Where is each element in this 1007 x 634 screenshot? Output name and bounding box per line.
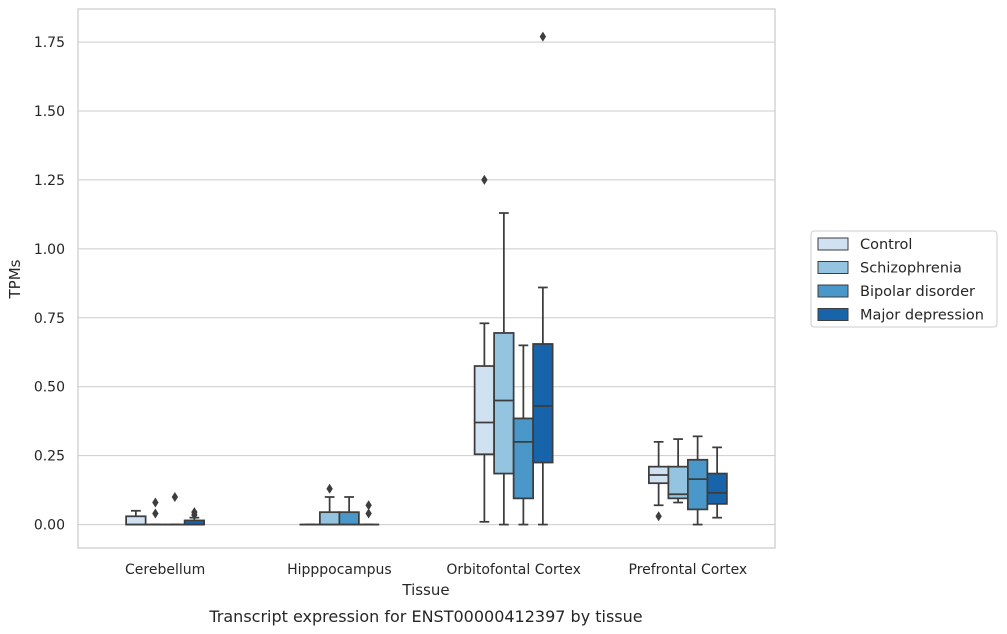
box-body (493, 332, 515, 475)
outlier-point (326, 483, 333, 494)
outlier-point (539, 31, 547, 42)
box-body (319, 511, 341, 526)
outlier-point (655, 511, 662, 522)
box-control (648, 440, 670, 522)
figure-caption: Transcript expression for ENST0000041239… (208, 607, 642, 626)
box-body (125, 515, 147, 526)
box-body (687, 458, 709, 511)
legend-label: Major depression (860, 308, 984, 324)
box-schizophrenia (319, 483, 341, 526)
box-major-depression (183, 507, 205, 526)
box-major-depression (532, 31, 554, 526)
box-body (512, 417, 534, 500)
legend-swatch (817, 237, 849, 251)
x-tick-label: Hipppocampus (287, 562, 392, 578)
x-tick-labels: Cerebellum Hipppocampus Orbitofontal Corte… (125, 562, 747, 578)
legend-label: Control (860, 237, 912, 253)
plot-area (125, 31, 728, 526)
outlier-point (365, 500, 372, 511)
box-body (532, 343, 554, 464)
x-tick-label: Cerebellum (125, 562, 205, 578)
legend-label: Bipolar disorder (860, 284, 975, 300)
box-control (125, 509, 147, 526)
y-tick-label: 1.00 (34, 242, 65, 258)
legend-label: Schizophrenia (860, 261, 962, 277)
y-tick-label: 0.00 (34, 518, 65, 534)
box-bipolar-disorder (512, 344, 534, 526)
y-tick-label: 0.50 (34, 380, 65, 396)
outlier-point (152, 497, 159, 508)
box-bipolar-disorder (164, 491, 186, 526)
box-major-depression (706, 446, 728, 519)
axes-frame (77, 8, 776, 549)
legend-swatch (817, 308, 849, 321)
outlier-point (481, 174, 488, 185)
legend-swatch (817, 284, 849, 298)
y-tick-label: 0.75 (34, 311, 65, 327)
box-body (706, 472, 728, 505)
y-tick-label: 1.75 (34, 35, 65, 51)
box-body (338, 511, 360, 526)
box-major-depression (358, 500, 380, 526)
grid-lines (78, 41, 775, 526)
box-schizophrenia (493, 212, 515, 526)
outlier-point (365, 508, 372, 519)
outlier-point (171, 491, 179, 502)
x-tick-label: Prefrontal Cortex (629, 562, 748, 578)
box-bipolar-disorder (338, 496, 360, 526)
outlier-point (152, 508, 159, 519)
y-tick-label: 1.25 (34, 173, 65, 189)
y-tick-labels: 0.00 0.25 0.50 0.75 1.00 1.25 1.50 1.75 (34, 35, 65, 533)
y-tick-label: 1.50 (34, 104, 65, 120)
box-control (473, 174, 495, 523)
legend-swatch (817, 261, 849, 274)
y-axis-label: TPMs (6, 259, 24, 299)
y-tick-label: 0.25 (34, 449, 65, 465)
legend-frame (810, 230, 998, 328)
box-bipolar-disorder (687, 435, 709, 526)
box-body (473, 365, 495, 456)
x-axis-label: Tissue (401, 581, 449, 599)
box-schizophrenia (667, 438, 689, 504)
legend: Control Schizophrenia Bipolar disorder Majo… (810, 230, 998, 328)
box-schizophrenia (144, 497, 166, 526)
x-tick-label: Orbitofontal Cortex (446, 562, 581, 578)
outlier-point (191, 507, 198, 518)
